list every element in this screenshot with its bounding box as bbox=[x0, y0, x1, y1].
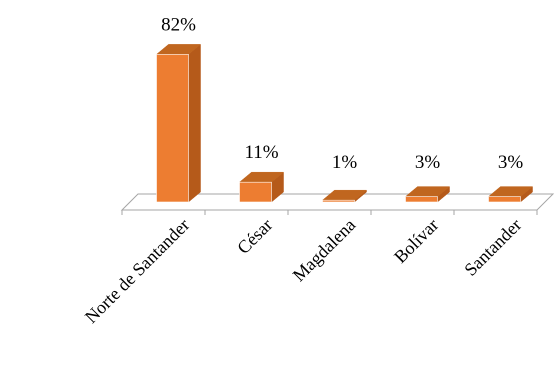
bar-front-face bbox=[405, 196, 438, 203]
data-label: 1% bbox=[332, 152, 358, 173]
bar-front-face bbox=[322, 199, 355, 203]
bar bbox=[404, 186, 451, 203]
data-label: 82% bbox=[161, 14, 196, 35]
bar bbox=[487, 186, 534, 203]
x-tick-label: Magdalena bbox=[289, 215, 360, 286]
bar-front-face bbox=[239, 181, 272, 203]
data-label: 11% bbox=[244, 142, 278, 163]
x-tick-label: Bolívar bbox=[390, 215, 442, 267]
category-labels-group: Norte de Santander César Magdalena Bolívar S… bbox=[81, 215, 525, 327]
data-label: 3% bbox=[415, 152, 441, 173]
bar bbox=[155, 43, 202, 203]
data-labels-group: 82% 11% 1% 3% 3% bbox=[161, 14, 523, 173]
x-tick-label: Santander bbox=[460, 215, 525, 280]
x-tick-label: Norte de Santander bbox=[81, 215, 193, 327]
bars-group bbox=[155, 43, 534, 203]
bar bbox=[238, 171, 285, 203]
bar bbox=[321, 189, 368, 203]
data-label: 3% bbox=[498, 152, 524, 173]
bar-side-face bbox=[188, 43, 201, 203]
bar-front-face bbox=[488, 196, 521, 203]
bar-front-face bbox=[156, 54, 189, 203]
x-tick-label: César bbox=[233, 215, 276, 258]
